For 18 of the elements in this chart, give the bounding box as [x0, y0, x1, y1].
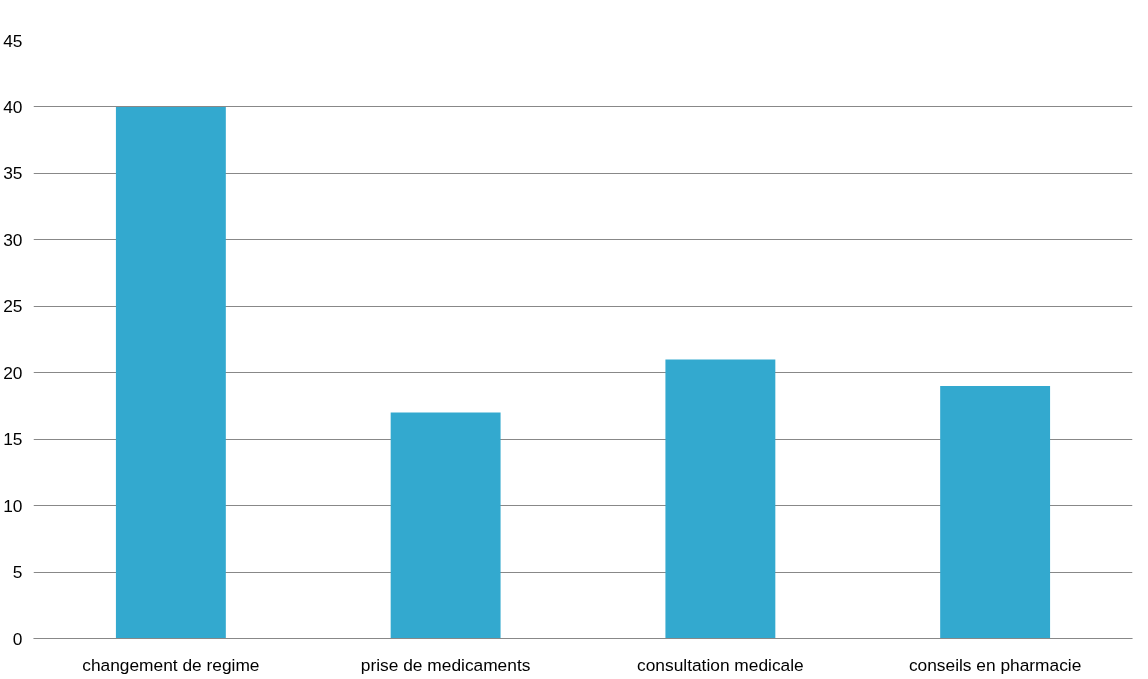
x-tick-label: consultation medicale	[637, 654, 804, 675]
y-tick-label: 25	[3, 296, 23, 317]
x-tick-label: conseils en pharmacie	[908, 654, 1082, 675]
y-tick-label: 5	[12, 562, 23, 583]
x-tick-label: prise de medicaments	[360, 654, 531, 675]
y-tick-label: 0	[12, 628, 23, 649]
y-tick-label: 35	[3, 163, 23, 184]
bar	[940, 386, 1051, 639]
y-tick-label: 45	[3, 30, 23, 51]
y-tick-label: 40	[3, 96, 23, 117]
bar	[115, 106, 226, 639]
y-tick-label: 10	[3, 495, 23, 516]
y-tick-label: 15	[3, 429, 23, 450]
bar	[665, 359, 776, 639]
x-tick-label: changement de regime	[82, 654, 260, 675]
bar	[390, 412, 501, 639]
y-tick-label: 20	[3, 362, 23, 383]
y-tick-label: 30	[3, 229, 23, 250]
